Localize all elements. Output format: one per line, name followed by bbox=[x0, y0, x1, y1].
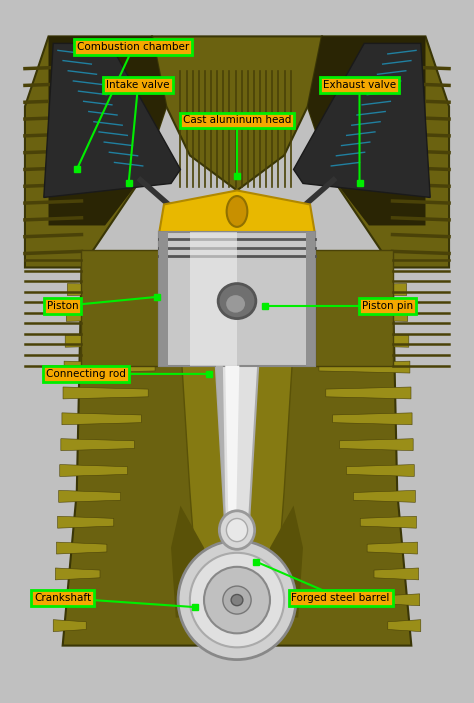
Text: Forged steel barrel: Forged steel barrel bbox=[292, 593, 390, 603]
Polygon shape bbox=[333, 413, 412, 425]
Polygon shape bbox=[66, 309, 169, 321]
Polygon shape bbox=[63, 387, 148, 399]
Ellipse shape bbox=[204, 567, 270, 633]
FancyBboxPatch shape bbox=[306, 233, 315, 366]
Ellipse shape bbox=[226, 295, 245, 313]
Polygon shape bbox=[48, 37, 166, 226]
Circle shape bbox=[227, 196, 247, 227]
Polygon shape bbox=[60, 465, 128, 477]
Polygon shape bbox=[312, 335, 409, 347]
FancyBboxPatch shape bbox=[159, 233, 315, 366]
Polygon shape bbox=[61, 439, 135, 451]
FancyBboxPatch shape bbox=[195, 233, 232, 366]
Polygon shape bbox=[225, 366, 239, 527]
Ellipse shape bbox=[223, 586, 251, 614]
Text: Exhaust valve: Exhaust valve bbox=[323, 80, 396, 91]
Text: Intake valve: Intake valve bbox=[106, 80, 170, 91]
Polygon shape bbox=[308, 37, 426, 226]
FancyBboxPatch shape bbox=[159, 233, 168, 366]
Polygon shape bbox=[55, 594, 93, 606]
Text: Combustion chamber: Combustion chamber bbox=[77, 42, 190, 52]
Polygon shape bbox=[367, 542, 418, 554]
Polygon shape bbox=[53, 619, 86, 631]
Polygon shape bbox=[67, 283, 176, 295]
Text: Cast aluminum head: Cast aluminum head bbox=[183, 115, 291, 125]
Text: Connecting rod: Connecting rod bbox=[46, 369, 126, 379]
Polygon shape bbox=[346, 465, 414, 477]
FancyBboxPatch shape bbox=[159, 233, 315, 366]
Polygon shape bbox=[293, 44, 430, 198]
Polygon shape bbox=[25, 37, 166, 267]
Polygon shape bbox=[59, 491, 121, 503]
Ellipse shape bbox=[190, 553, 284, 647]
Ellipse shape bbox=[231, 595, 243, 606]
Polygon shape bbox=[261, 505, 303, 617]
Polygon shape bbox=[339, 439, 413, 451]
Polygon shape bbox=[152, 37, 322, 191]
Ellipse shape bbox=[227, 519, 247, 541]
Polygon shape bbox=[55, 568, 100, 580]
Polygon shape bbox=[305, 309, 408, 321]
Polygon shape bbox=[326, 387, 411, 399]
Polygon shape bbox=[374, 568, 419, 580]
Polygon shape bbox=[57, 516, 114, 528]
Polygon shape bbox=[216, 366, 258, 527]
Polygon shape bbox=[159, 191, 315, 233]
Polygon shape bbox=[216, 366, 226, 527]
Polygon shape bbox=[62, 413, 141, 425]
FancyBboxPatch shape bbox=[315, 250, 392, 366]
Text: Piston pin: Piston pin bbox=[362, 301, 413, 311]
Polygon shape bbox=[360, 516, 417, 528]
FancyBboxPatch shape bbox=[190, 233, 237, 366]
Polygon shape bbox=[298, 283, 407, 295]
Polygon shape bbox=[171, 505, 213, 617]
Polygon shape bbox=[56, 542, 107, 554]
Text: Crankshaft: Crankshaft bbox=[34, 593, 91, 603]
Polygon shape bbox=[388, 619, 421, 631]
Polygon shape bbox=[64, 361, 155, 373]
Ellipse shape bbox=[218, 283, 256, 318]
Polygon shape bbox=[65, 335, 162, 347]
FancyBboxPatch shape bbox=[82, 250, 159, 366]
Polygon shape bbox=[308, 37, 449, 267]
Polygon shape bbox=[353, 491, 415, 503]
Polygon shape bbox=[176, 267, 298, 617]
Text: Piston: Piston bbox=[47, 301, 79, 311]
Polygon shape bbox=[44, 44, 181, 198]
Ellipse shape bbox=[178, 541, 296, 659]
Polygon shape bbox=[63, 267, 411, 645]
Polygon shape bbox=[381, 594, 419, 606]
Polygon shape bbox=[319, 361, 410, 373]
Ellipse shape bbox=[219, 511, 255, 549]
